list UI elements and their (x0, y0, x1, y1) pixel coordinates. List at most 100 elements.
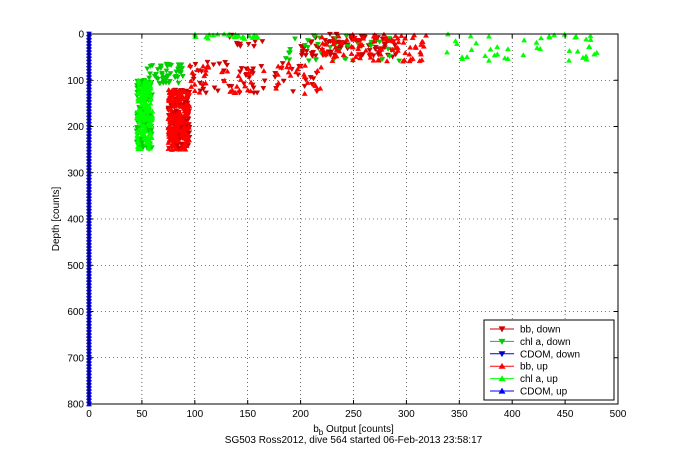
data-point (328, 49, 335, 55)
data-point (166, 114, 173, 120)
data-point (342, 56, 349, 62)
data-point (189, 69, 196, 75)
data-point (377, 51, 384, 57)
data-point (191, 81, 198, 87)
x-axis-label-main: b (313, 424, 319, 435)
data-point (177, 146, 184, 152)
data-point (233, 83, 240, 89)
data-point (169, 94, 176, 100)
data-point (409, 55, 416, 61)
data-point (210, 32, 217, 38)
data-point (145, 103, 152, 109)
data-point (165, 80, 172, 86)
data-point (172, 118, 179, 124)
data-point (394, 47, 401, 53)
data-point (453, 40, 460, 46)
x-tick-label: 450 (557, 409, 574, 420)
data-point (593, 49, 600, 55)
data-point (145, 112, 152, 118)
data-point (292, 36, 298, 42)
data-point (366, 48, 373, 54)
data-point (171, 97, 178, 103)
x-tick-label: 350 (451, 409, 468, 420)
data-point (184, 109, 191, 115)
data-point (330, 41, 337, 47)
data-point (233, 40, 240, 46)
y-tick-label: 500 (67, 261, 84, 272)
data-point (504, 46, 511, 52)
data-point (167, 71, 174, 77)
legend-marker (498, 387, 506, 394)
data-point (375, 57, 382, 63)
data-point (224, 68, 231, 74)
data-point (205, 63, 212, 69)
data-point (333, 53, 340, 59)
data-point (485, 33, 492, 39)
data-point (154, 77, 161, 83)
data-point (218, 69, 225, 75)
data-point (236, 87, 243, 93)
data-point (384, 58, 390, 64)
data-point (144, 121, 151, 127)
data-point (259, 39, 266, 45)
data-point (395, 39, 402, 45)
data-point (165, 87, 172, 93)
x-tick-label: 0 (86, 409, 92, 420)
data-point (174, 102, 181, 108)
data-point (222, 60, 229, 66)
data-point (323, 41, 330, 47)
data-point (147, 83, 154, 89)
data-point (147, 129, 154, 135)
data-point (301, 73, 308, 79)
data-point (285, 60, 292, 66)
data-point (175, 96, 182, 102)
data-point (139, 95, 146, 101)
legend-marker (498, 326, 506, 333)
data-point (390, 38, 397, 44)
data-point (146, 145, 152, 151)
data-point (137, 113, 144, 119)
data-point (175, 80, 182, 86)
data-point (459, 55, 466, 61)
data-point (537, 45, 544, 51)
legend-label: bb, down (520, 325, 561, 336)
data-point (238, 66, 245, 72)
data-point (166, 95, 172, 101)
data-point (182, 89, 189, 95)
data-point (178, 103, 185, 109)
data-point (203, 90, 209, 96)
data-point (444, 49, 450, 55)
data-point (398, 32, 405, 38)
data-point (154, 67, 161, 73)
data-point (402, 50, 409, 56)
data-point (280, 78, 287, 84)
data-point (279, 61, 286, 67)
data-point (467, 33, 474, 39)
data-point (305, 58, 312, 64)
data-point (318, 34, 325, 40)
data-point (214, 88, 221, 94)
data-point (325, 39, 332, 45)
y-tick-label: 400 (67, 215, 84, 226)
data-point (172, 146, 179, 152)
data-point (312, 57, 319, 63)
data-point (194, 67, 201, 73)
legend-marker (498, 375, 506, 382)
data-point (191, 87, 198, 93)
data-point (520, 52, 527, 58)
data-point (147, 134, 154, 140)
data-point (163, 61, 170, 67)
data-point (181, 108, 188, 114)
data-point (583, 53, 589, 59)
data-point (244, 87, 251, 93)
data-point (232, 34, 239, 40)
data-point (301, 90, 308, 96)
data-point (272, 71, 279, 77)
data-point (452, 38, 459, 44)
data-point (205, 35, 212, 41)
data-point (301, 42, 308, 49)
data-point (196, 89, 203, 95)
data-point (171, 90, 178, 96)
data-point (246, 75, 253, 81)
